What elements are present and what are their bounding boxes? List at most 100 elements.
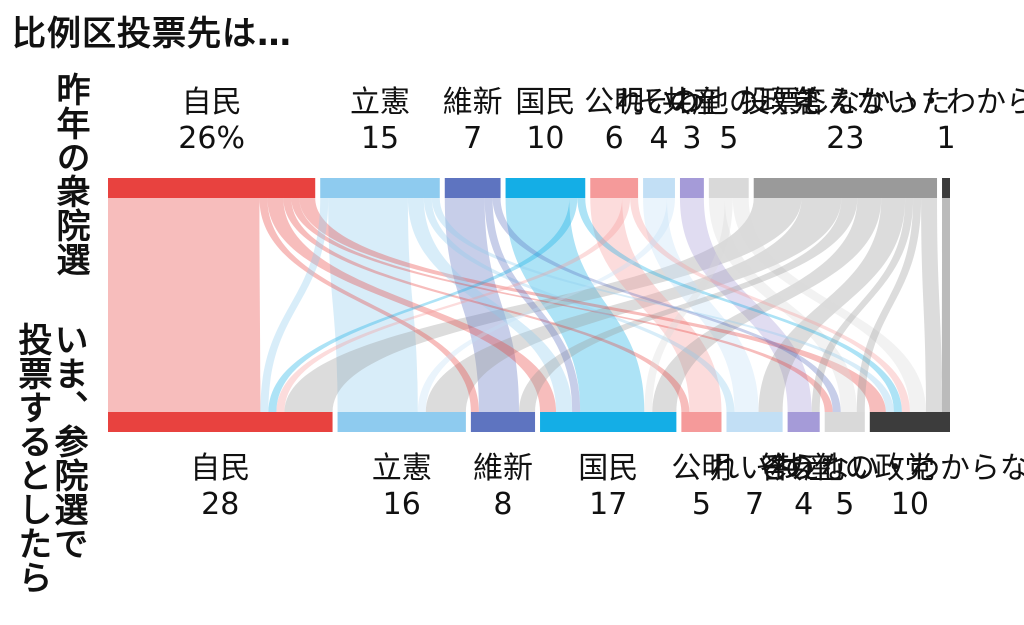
flow-band [708, 198, 857, 412]
source-bar [320, 178, 440, 198]
flow-band [267, 198, 557, 412]
flow-band [652, 198, 882, 412]
node-value-label: 7 [463, 121, 482, 156]
flow-band [758, 198, 906, 412]
node-label: 投票しなかった [740, 85, 950, 120]
source-bar [108, 178, 316, 198]
row-label-upper-house-intention: いま、参院選で 投票するとしたら [12, 322, 88, 594]
row-label-line: 投票するとしたら [12, 322, 52, 594]
node-value-label: 4 [649, 121, 668, 156]
flow-band [484, 198, 581, 412]
target-bar [337, 412, 466, 432]
source-bar [444, 178, 501, 198]
node-label: 共産 [662, 85, 722, 120]
node-label: れいわ [710, 451, 800, 486]
node-label: れいわ [614, 85, 704, 120]
flow-band [577, 198, 902, 412]
node-label: その他の政党 [755, 451, 935, 486]
target-bar [540, 412, 677, 432]
row-label-line: いま、参院選で [48, 322, 88, 560]
node-value-label: 5 [719, 121, 738, 156]
node-label: 立憲 [372, 451, 432, 486]
node-label: 共産 [774, 451, 834, 486]
flow-band [643, 198, 759, 412]
flow-band [444, 198, 519, 412]
node-value-label: 28 [201, 487, 239, 522]
target-bar [824, 412, 865, 432]
node-label: 答えない・わからない [796, 85, 1024, 120]
source-bar [643, 178, 675, 198]
flow-band [492, 198, 841, 412]
target-bar [108, 412, 333, 432]
flow-band [417, 198, 675, 412]
node-value-label: 3 [682, 121, 701, 156]
flow-band [259, 198, 479, 412]
target-bar [681, 412, 722, 432]
node-label: 自民 [190, 451, 250, 486]
node-value-label: 5 [835, 487, 854, 522]
flow-band [260, 198, 329, 412]
target-bar [470, 412, 536, 432]
flow-band [425, 198, 842, 412]
node-value-label: 16 [383, 487, 421, 522]
node-label: 国民 [515, 85, 575, 120]
target-bar [787, 412, 820, 432]
flow-band [431, 198, 894, 412]
node-value-label: 6 [605, 121, 624, 156]
source-bar [942, 178, 950, 198]
flow-band [108, 198, 261, 412]
flow-band [407, 198, 573, 412]
flow-band [505, 198, 645, 412]
node-label: その他の政党 [639, 85, 819, 120]
flow-band [283, 198, 690, 412]
flow-band [268, 198, 578, 412]
row-label-previous-election: 昨年の衆院選 [50, 72, 90, 276]
node-label: 維新 [473, 451, 533, 486]
flow-band [519, 198, 858, 412]
node-layer [108, 178, 950, 432]
source-bar [590, 178, 639, 198]
flow-band [679, 198, 812, 412]
node-value-label: 5 [692, 487, 711, 522]
node-value-label: 4 [794, 487, 813, 522]
flow-band [941, 198, 950, 412]
flow-layer [108, 198, 950, 412]
node-label: 自民 [182, 85, 242, 120]
flow-band [732, 198, 926, 412]
flow-band [299, 198, 886, 412]
node-label: 立憲 [350, 85, 410, 120]
node-label: 国民 [578, 451, 638, 486]
page-title: 比例区投票先は… [12, 14, 292, 54]
node-label: 公明 [671, 451, 731, 486]
flow-band [590, 198, 722, 412]
node-value-label: 10 [891, 487, 929, 522]
node-value-label: 8 [493, 487, 512, 522]
node-label: 維新 [443, 85, 503, 120]
source-bar [505, 178, 586, 198]
node-value-label: 1 [936, 121, 955, 156]
flow-band [284, 198, 802, 412]
node-label: 公明 [584, 85, 644, 120]
flow-band [276, 198, 631, 412]
node-value-label: 7 [745, 487, 764, 522]
flow-band [328, 198, 418, 412]
source-bar [753, 178, 938, 198]
source-bar [708, 178, 749, 198]
node-value-label: 10 [526, 121, 564, 156]
target-bar [869, 412, 950, 432]
node-value-label: 17 [589, 487, 627, 522]
node-value-label: 15 [361, 121, 399, 156]
flow-band [291, 198, 833, 412]
target-bar [726, 412, 783, 432]
flow-band [644, 198, 733, 412]
node-value-label: 23 [826, 121, 864, 156]
flow-band [921, 198, 942, 412]
flow-band [630, 198, 910, 412]
source-bar [679, 178, 704, 198]
node-label: 答えない・わからない [760, 451, 1024, 486]
label-layer: 自民26%立憲15維新7国民10公明6れいわ4共産3その他の政党5投票しなかった… [178, 85, 1024, 522]
flow-band [811, 198, 914, 412]
node-value-label: 26% [178, 121, 245, 156]
flow-band [423, 198, 735, 412]
